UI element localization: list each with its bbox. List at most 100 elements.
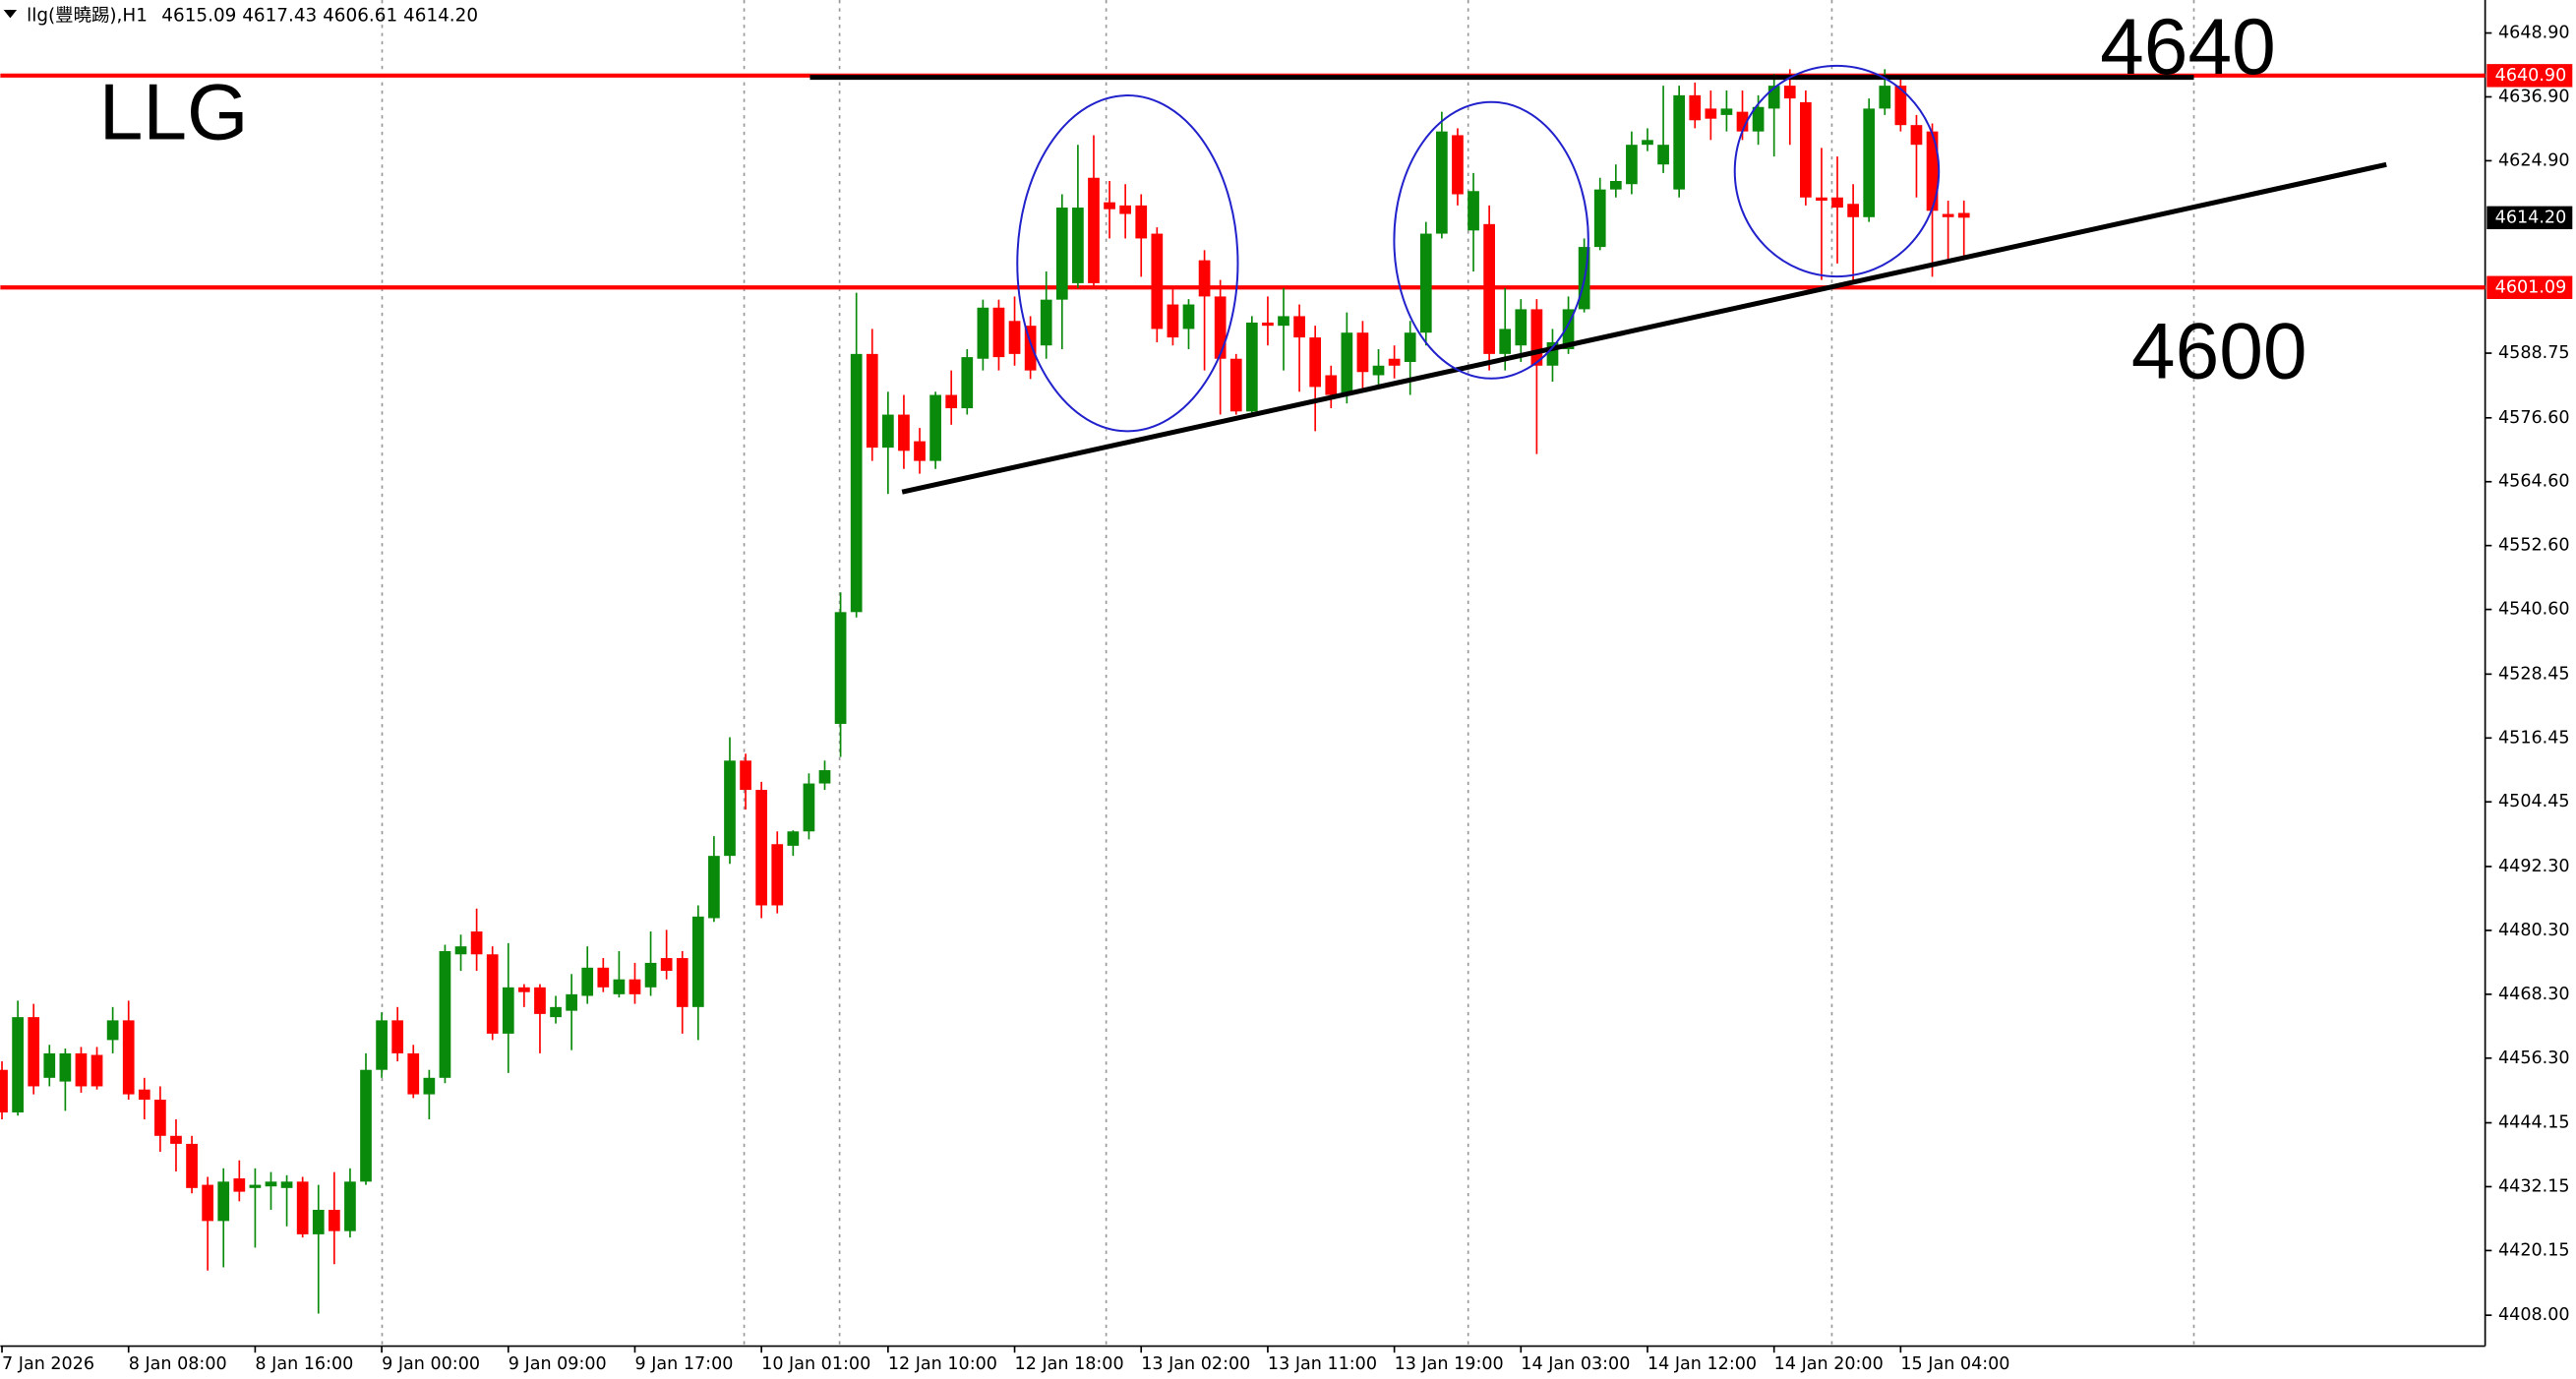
candle-body [1104, 202, 1115, 210]
x-tick-label: 15 Jan 04:00 [1900, 1354, 2009, 1374]
candle-body [914, 441, 926, 461]
last-price-box [2486, 206, 2573, 230]
candle-body [850, 353, 863, 613]
candle-body [312, 1210, 325, 1234]
candle-body [391, 1020, 404, 1053]
candle-body [660, 958, 673, 972]
candle-body [929, 394, 941, 461]
candle-body [1419, 233, 1432, 333]
candle-body [691, 916, 704, 1007]
candle-body [28, 1017, 40, 1087]
candle-body [1673, 94, 1686, 190]
candle-body [818, 770, 831, 784]
candles [0, 69, 1970, 1314]
candle-body [1783, 86, 1796, 99]
candle-body [1942, 213, 1954, 217]
candle-body [202, 1184, 214, 1222]
candle-body [170, 1135, 182, 1144]
candle-body [43, 1052, 56, 1078]
x-tick-label: 12 Jan 10:00 [888, 1354, 997, 1374]
y-tick-label: 4528.45 [2498, 664, 2570, 684]
candle-body [1325, 375, 1338, 395]
annotation: LLG [99, 69, 249, 157]
candle-body [644, 962, 657, 988]
candle-body [1372, 365, 1385, 376]
x-tick-label: 9 Jan 00:00 [382, 1354, 480, 1374]
candle-body [59, 1052, 72, 1082]
candle-body [186, 1143, 198, 1188]
y-tick-label: 4588.75 [2498, 343, 2570, 363]
annotation: 4600 [2131, 307, 2307, 395]
candle-body [898, 414, 910, 451]
candle-body [1436, 131, 1448, 234]
candle-body [708, 856, 720, 919]
x-tick-label: 12 Jan 18:00 [1015, 1354, 1124, 1374]
symbol: llg(豐曉踢),H1 [27, 6, 148, 27]
menu-arrow[interactable] [3, 10, 18, 19]
x-tick-label: 7 Jan 2026 [2, 1354, 94, 1374]
y-tick-label: 4552.60 [2498, 536, 2570, 556]
candle-body [296, 1181, 309, 1234]
candle-body [1752, 106, 1765, 132]
y-tick-label: 4648.90 [2498, 24, 2570, 43]
candle-body [1515, 309, 1528, 346]
candle-body [486, 954, 499, 1034]
x-tick-label: 10 Jan 01:00 [761, 1354, 870, 1374]
y-tick-label: 4564.60 [2498, 472, 2570, 492]
candle-body [376, 1020, 388, 1070]
candle-body [1245, 322, 1258, 412]
y-tick-label: 4480.30 [2498, 921, 2570, 940]
candle-body [439, 951, 451, 1078]
y-tick-label: 4636.90 [2498, 87, 2570, 106]
candle-body [122, 1020, 135, 1095]
candle-body [881, 414, 894, 449]
candle-body [740, 760, 751, 791]
candle-body [866, 353, 878, 449]
candle-body [423, 1077, 436, 1095]
candle-body [328, 1210, 340, 1231]
candle-body [1499, 329, 1512, 354]
candle-body [1720, 108, 1733, 115]
candle-body [1926, 131, 1939, 211]
y-tick-label: 4576.60 [2498, 408, 2570, 428]
candle-body [1483, 223, 1495, 354]
candle-body [1767, 86, 1780, 109]
candle-body [629, 979, 641, 994]
candle-body [360, 1069, 372, 1182]
candle-body [1151, 233, 1164, 330]
y-tick-label: 4408.00 [2498, 1305, 2570, 1325]
candle-body [1388, 358, 1401, 366]
candle-body [581, 967, 594, 996]
candle-body [0, 1069, 8, 1112]
candle-body [1642, 140, 1653, 146]
candle-body [1530, 309, 1543, 366]
candle-body [534, 987, 546, 1014]
candle-body [1910, 125, 1923, 146]
candle-body [1356, 332, 1369, 373]
candle-body [1593, 189, 1606, 248]
candle-body [1689, 94, 1702, 121]
candle-body [1262, 322, 1274, 327]
level-label: 4640.90 [2495, 66, 2567, 86]
candle-body [280, 1181, 293, 1188]
trend-line [901, 161, 2387, 495]
candle-body [1135, 205, 1148, 239]
candle-body [1182, 304, 1195, 330]
candle-body [597, 967, 610, 988]
candle-body [803, 783, 815, 832]
candle-body [265, 1181, 277, 1187]
candle-body [550, 1006, 562, 1018]
candle-body [1609, 180, 1622, 190]
ohlc: 4615.09 4617.43 4606.61 4614.20 [161, 6, 478, 27]
y-tick-label: 4456.30 [2498, 1049, 2570, 1068]
level-label-box [2486, 64, 2573, 88]
candle-body [961, 357, 974, 409]
candle-body [1119, 205, 1132, 214]
candle-body [1167, 304, 1179, 338]
x-tick-label: 13 Jan 19:00 [1395, 1354, 1504, 1374]
x-tick-label: 9 Jan 09:00 [509, 1354, 607, 1374]
level-label-box [2486, 275, 2573, 299]
candle-body [1214, 296, 1227, 359]
candle-body [1626, 145, 1638, 185]
